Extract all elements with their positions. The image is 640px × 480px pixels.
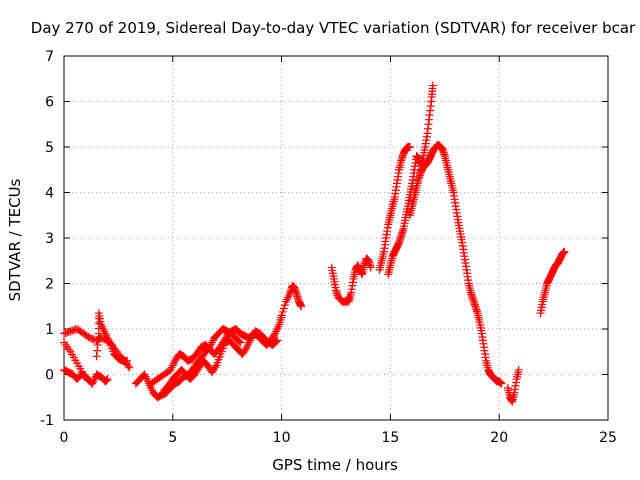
data-point xyxy=(514,365,523,374)
y-tick-label: 2 xyxy=(45,277,54,293)
y-tick-label: 1 xyxy=(45,322,54,338)
data-point xyxy=(103,375,112,384)
data-point xyxy=(405,143,414,151)
axis-ticks: 0 5 10 15 20 25 -1 0 1 2 3 4 5 6 7 xyxy=(40,49,617,446)
data-point xyxy=(278,307,287,316)
data-point xyxy=(272,337,281,346)
data-point xyxy=(366,263,375,272)
x-tick-label: 20 xyxy=(490,430,508,446)
x-tick-label: 25 xyxy=(599,430,617,446)
data-point xyxy=(297,302,306,311)
x-axis-label: GPS time / hours xyxy=(272,456,398,474)
series-arc-m xyxy=(503,365,523,406)
y-tick-label: 7 xyxy=(45,49,54,65)
data-point xyxy=(560,247,569,256)
y-tick-label: 6 xyxy=(45,95,54,111)
series-arc-f xyxy=(147,281,306,388)
series-arc-c xyxy=(60,365,97,388)
series-arc-k xyxy=(384,81,437,279)
data-point xyxy=(279,304,288,313)
chart-title: Day 270 of 2019, Sidereal Day-to-day VTE… xyxy=(31,19,636,37)
data-point xyxy=(125,363,134,372)
data-point xyxy=(277,311,286,320)
series-arc-h xyxy=(327,263,354,306)
data-point xyxy=(124,361,133,370)
data-point xyxy=(280,301,289,310)
data-points xyxy=(60,81,569,406)
x-tick-label: 5 xyxy=(168,430,177,446)
data-point xyxy=(235,337,244,346)
data-point xyxy=(428,81,437,90)
series-arc-n xyxy=(536,247,569,318)
series-arc-i xyxy=(345,254,375,306)
y-tick-label: 3 xyxy=(45,231,54,247)
y-tick-label: 4 xyxy=(45,186,54,202)
data-point xyxy=(497,379,506,388)
series-arc-g xyxy=(160,327,282,395)
data-point xyxy=(88,379,97,388)
data-point xyxy=(211,363,220,372)
x-tick-label: 15 xyxy=(381,430,399,446)
series-arc-j xyxy=(375,143,414,274)
grid xyxy=(64,56,608,420)
y-axis-label: SDTVAR / TECUs xyxy=(6,178,24,301)
data-point xyxy=(87,378,96,387)
series-arc-d xyxy=(92,309,132,365)
y-tick-label: -1 xyxy=(40,413,54,429)
data-point xyxy=(123,356,132,365)
data-point xyxy=(236,338,245,347)
x-tick-label: 10 xyxy=(273,430,291,446)
data-point xyxy=(273,336,282,345)
x-tick-label: 0 xyxy=(60,430,69,446)
series-arc-l xyxy=(405,140,506,388)
y-tick-label: 0 xyxy=(45,368,54,384)
y-tick-label: 5 xyxy=(45,140,54,156)
